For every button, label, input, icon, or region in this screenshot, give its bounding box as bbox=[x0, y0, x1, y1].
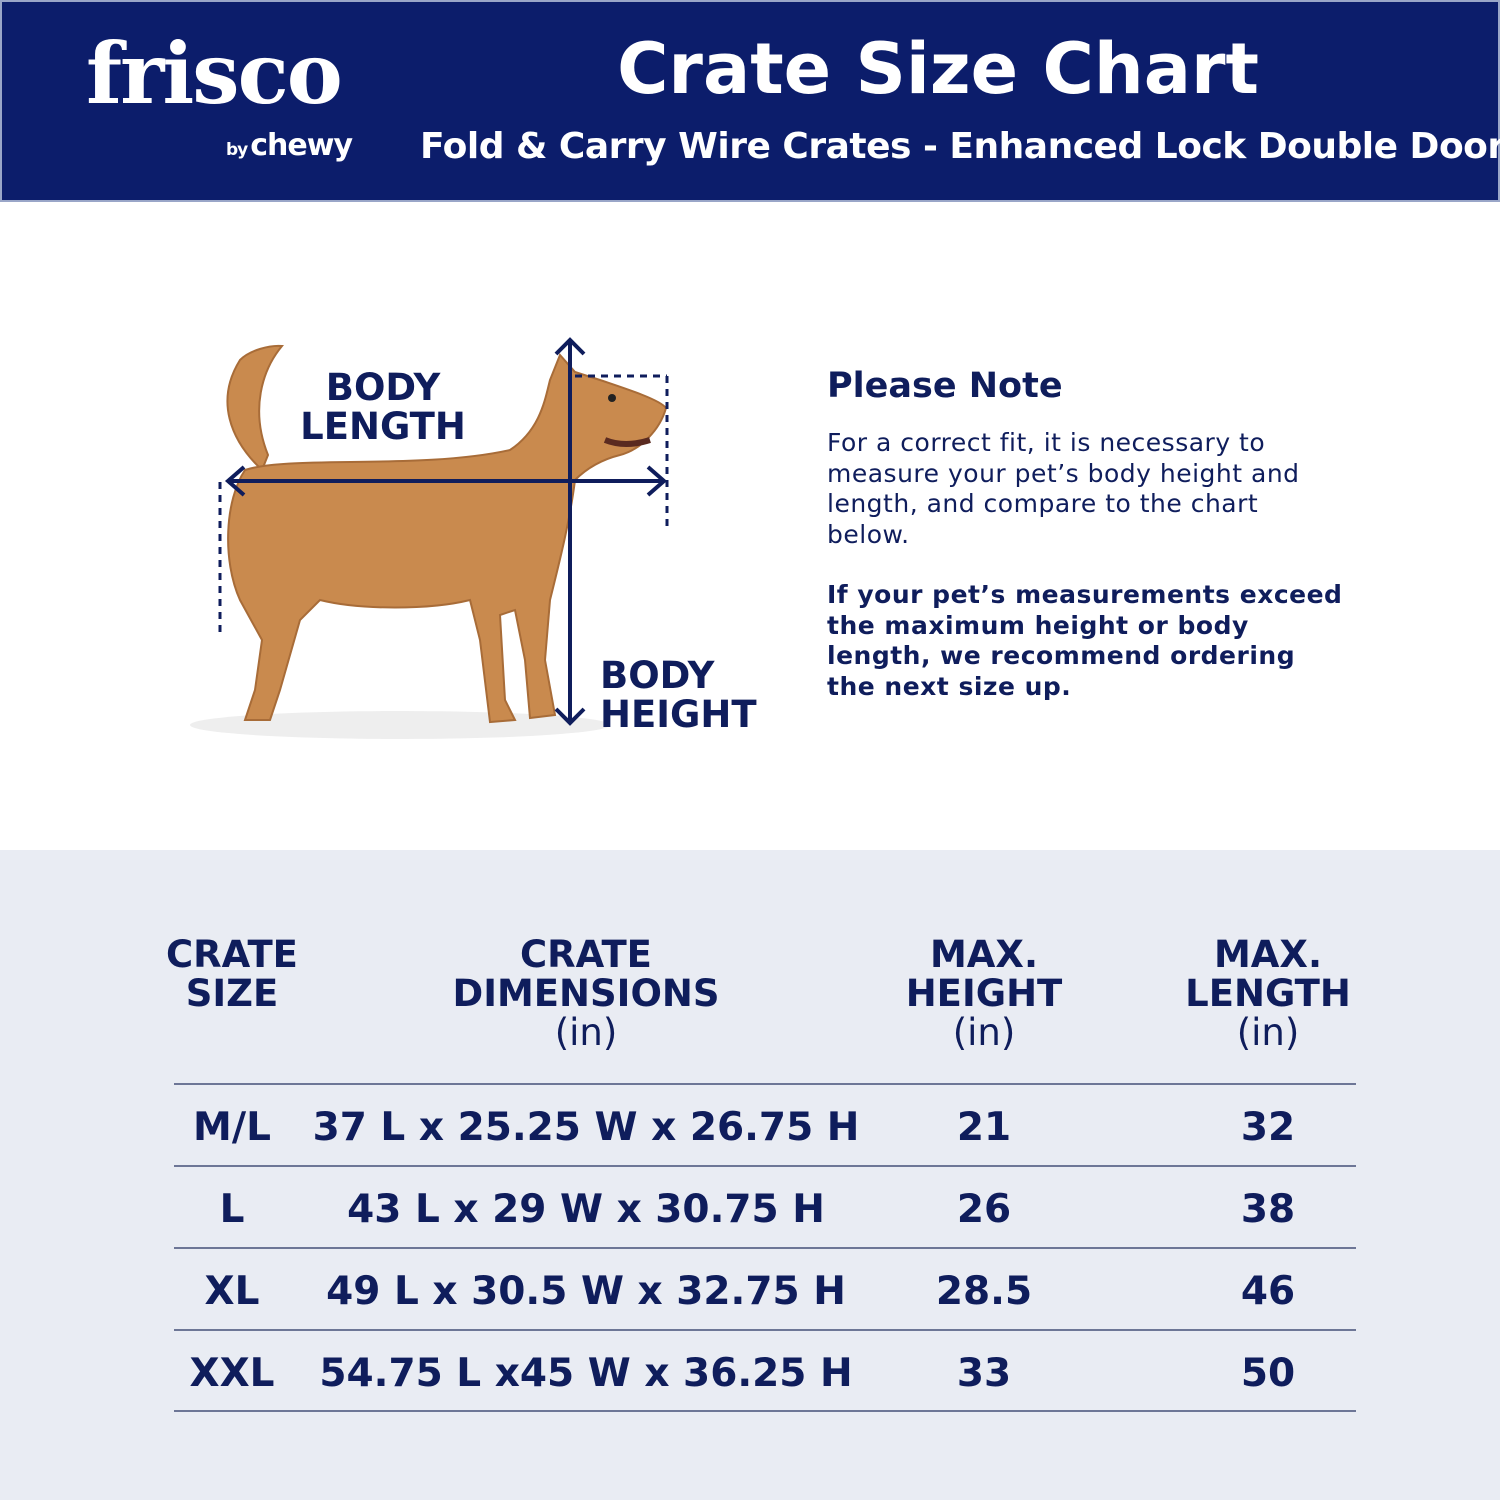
logo-by: by bbox=[226, 140, 248, 160]
table-divider bbox=[174, 1165, 1356, 1167]
dog-measurement-illustration: BODY LENGTH BODY HEIGHT bbox=[160, 320, 780, 760]
note-bold-text: If your pet’s measurements exceed the ma… bbox=[827, 580, 1343, 701]
body-height-label-line2: HEIGHT bbox=[600, 693, 757, 736]
header-unit: (in) bbox=[554, 1011, 618, 1054]
cell-crate-size: M/L bbox=[193, 1105, 271, 1150]
cell-max-height: 28.5 bbox=[935, 1269, 1033, 1314]
size-table-section bbox=[0, 850, 1500, 1500]
note-text: For a correct fit, it is necessary to me… bbox=[827, 428, 1300, 549]
cell-crate-dimensions: 54.75 L x45 W x 36.25 H bbox=[319, 1351, 853, 1396]
body-length-label: BODY LENGTH bbox=[263, 368, 503, 446]
page-subtitle: Fold & Carry Wire Crates - Enhanced Lock… bbox=[420, 126, 1500, 167]
header-line: LENGTH bbox=[1185, 972, 1351, 1015]
header-unit: (in) bbox=[1236, 1011, 1300, 1054]
header-line: SIZE bbox=[185, 972, 279, 1015]
table-divider bbox=[174, 1410, 1356, 1412]
cell-crate-dimensions: 49 L x 30.5 W x 32.75 H bbox=[326, 1269, 846, 1314]
cell-max-height: 21 bbox=[956, 1105, 1012, 1150]
cell-max-height: 33 bbox=[956, 1351, 1012, 1396]
header-max-height: MAX. HEIGHT (in) bbox=[804, 935, 1164, 1052]
cell-max-height: 26 bbox=[956, 1187, 1012, 1232]
header-unit: (in) bbox=[952, 1011, 1016, 1054]
cell-crate-dimensions: 43 L x 29 W x 30.75 H bbox=[347, 1187, 825, 1232]
body-height-label: BODY HEIGHT bbox=[600, 656, 757, 734]
frisco-logo: frisco by chewy bbox=[86, 24, 353, 164]
header-max-length: MAX. LENGTH (in) bbox=[1088, 935, 1448, 1052]
header-line: CRATE bbox=[520, 933, 652, 976]
body-height-label-line1: BODY bbox=[600, 654, 715, 697]
by-chewy-logo: by chewy bbox=[226, 128, 353, 163]
table-divider bbox=[174, 1329, 1356, 1331]
table-divider bbox=[174, 1247, 1356, 1249]
header-line: CRATE bbox=[166, 933, 298, 976]
cell-crate-dimensions: 37 L x 25.25 W x 26.75 H bbox=[312, 1105, 860, 1150]
header-banner: frisco by chewy Crate Size Chart Fold & C… bbox=[0, 0, 1500, 202]
please-note-section: Please Note For a correct fit, it is nec… bbox=[827, 366, 1347, 702]
cell-max-length: 46 bbox=[1240, 1269, 1296, 1314]
logo-wordmark: frisco bbox=[86, 24, 343, 123]
header-crate-dimensions: CRATE DIMENSIONS (in) bbox=[406, 935, 766, 1052]
body-length-label-line1: BODY bbox=[325, 366, 441, 409]
cell-max-length: 50 bbox=[1240, 1351, 1296, 1396]
header-crate-size: CRATE SIZE bbox=[52, 935, 412, 1013]
dog-image bbox=[190, 337, 669, 739]
header-line: HEIGHT bbox=[905, 972, 1063, 1015]
page-title: Crate Size Chart bbox=[617, 28, 1259, 110]
table-divider bbox=[174, 1083, 1356, 1085]
header-line: MAX. bbox=[1213, 933, 1323, 976]
cell-max-length: 32 bbox=[1240, 1105, 1296, 1150]
header-line: DIMENSIONS bbox=[452, 972, 720, 1015]
note-title: Please Note bbox=[827, 366, 1063, 406]
header-line: MAX. bbox=[929, 933, 1039, 976]
body-length-label-line2: LENGTH bbox=[300, 405, 466, 448]
cell-crate-size: XL bbox=[204, 1269, 260, 1314]
cell-max-length: 38 bbox=[1240, 1187, 1296, 1232]
logo-chewy: chewy bbox=[250, 128, 353, 163]
cell-crate-size: L bbox=[219, 1187, 245, 1232]
cell-crate-size: XXL bbox=[189, 1351, 275, 1396]
